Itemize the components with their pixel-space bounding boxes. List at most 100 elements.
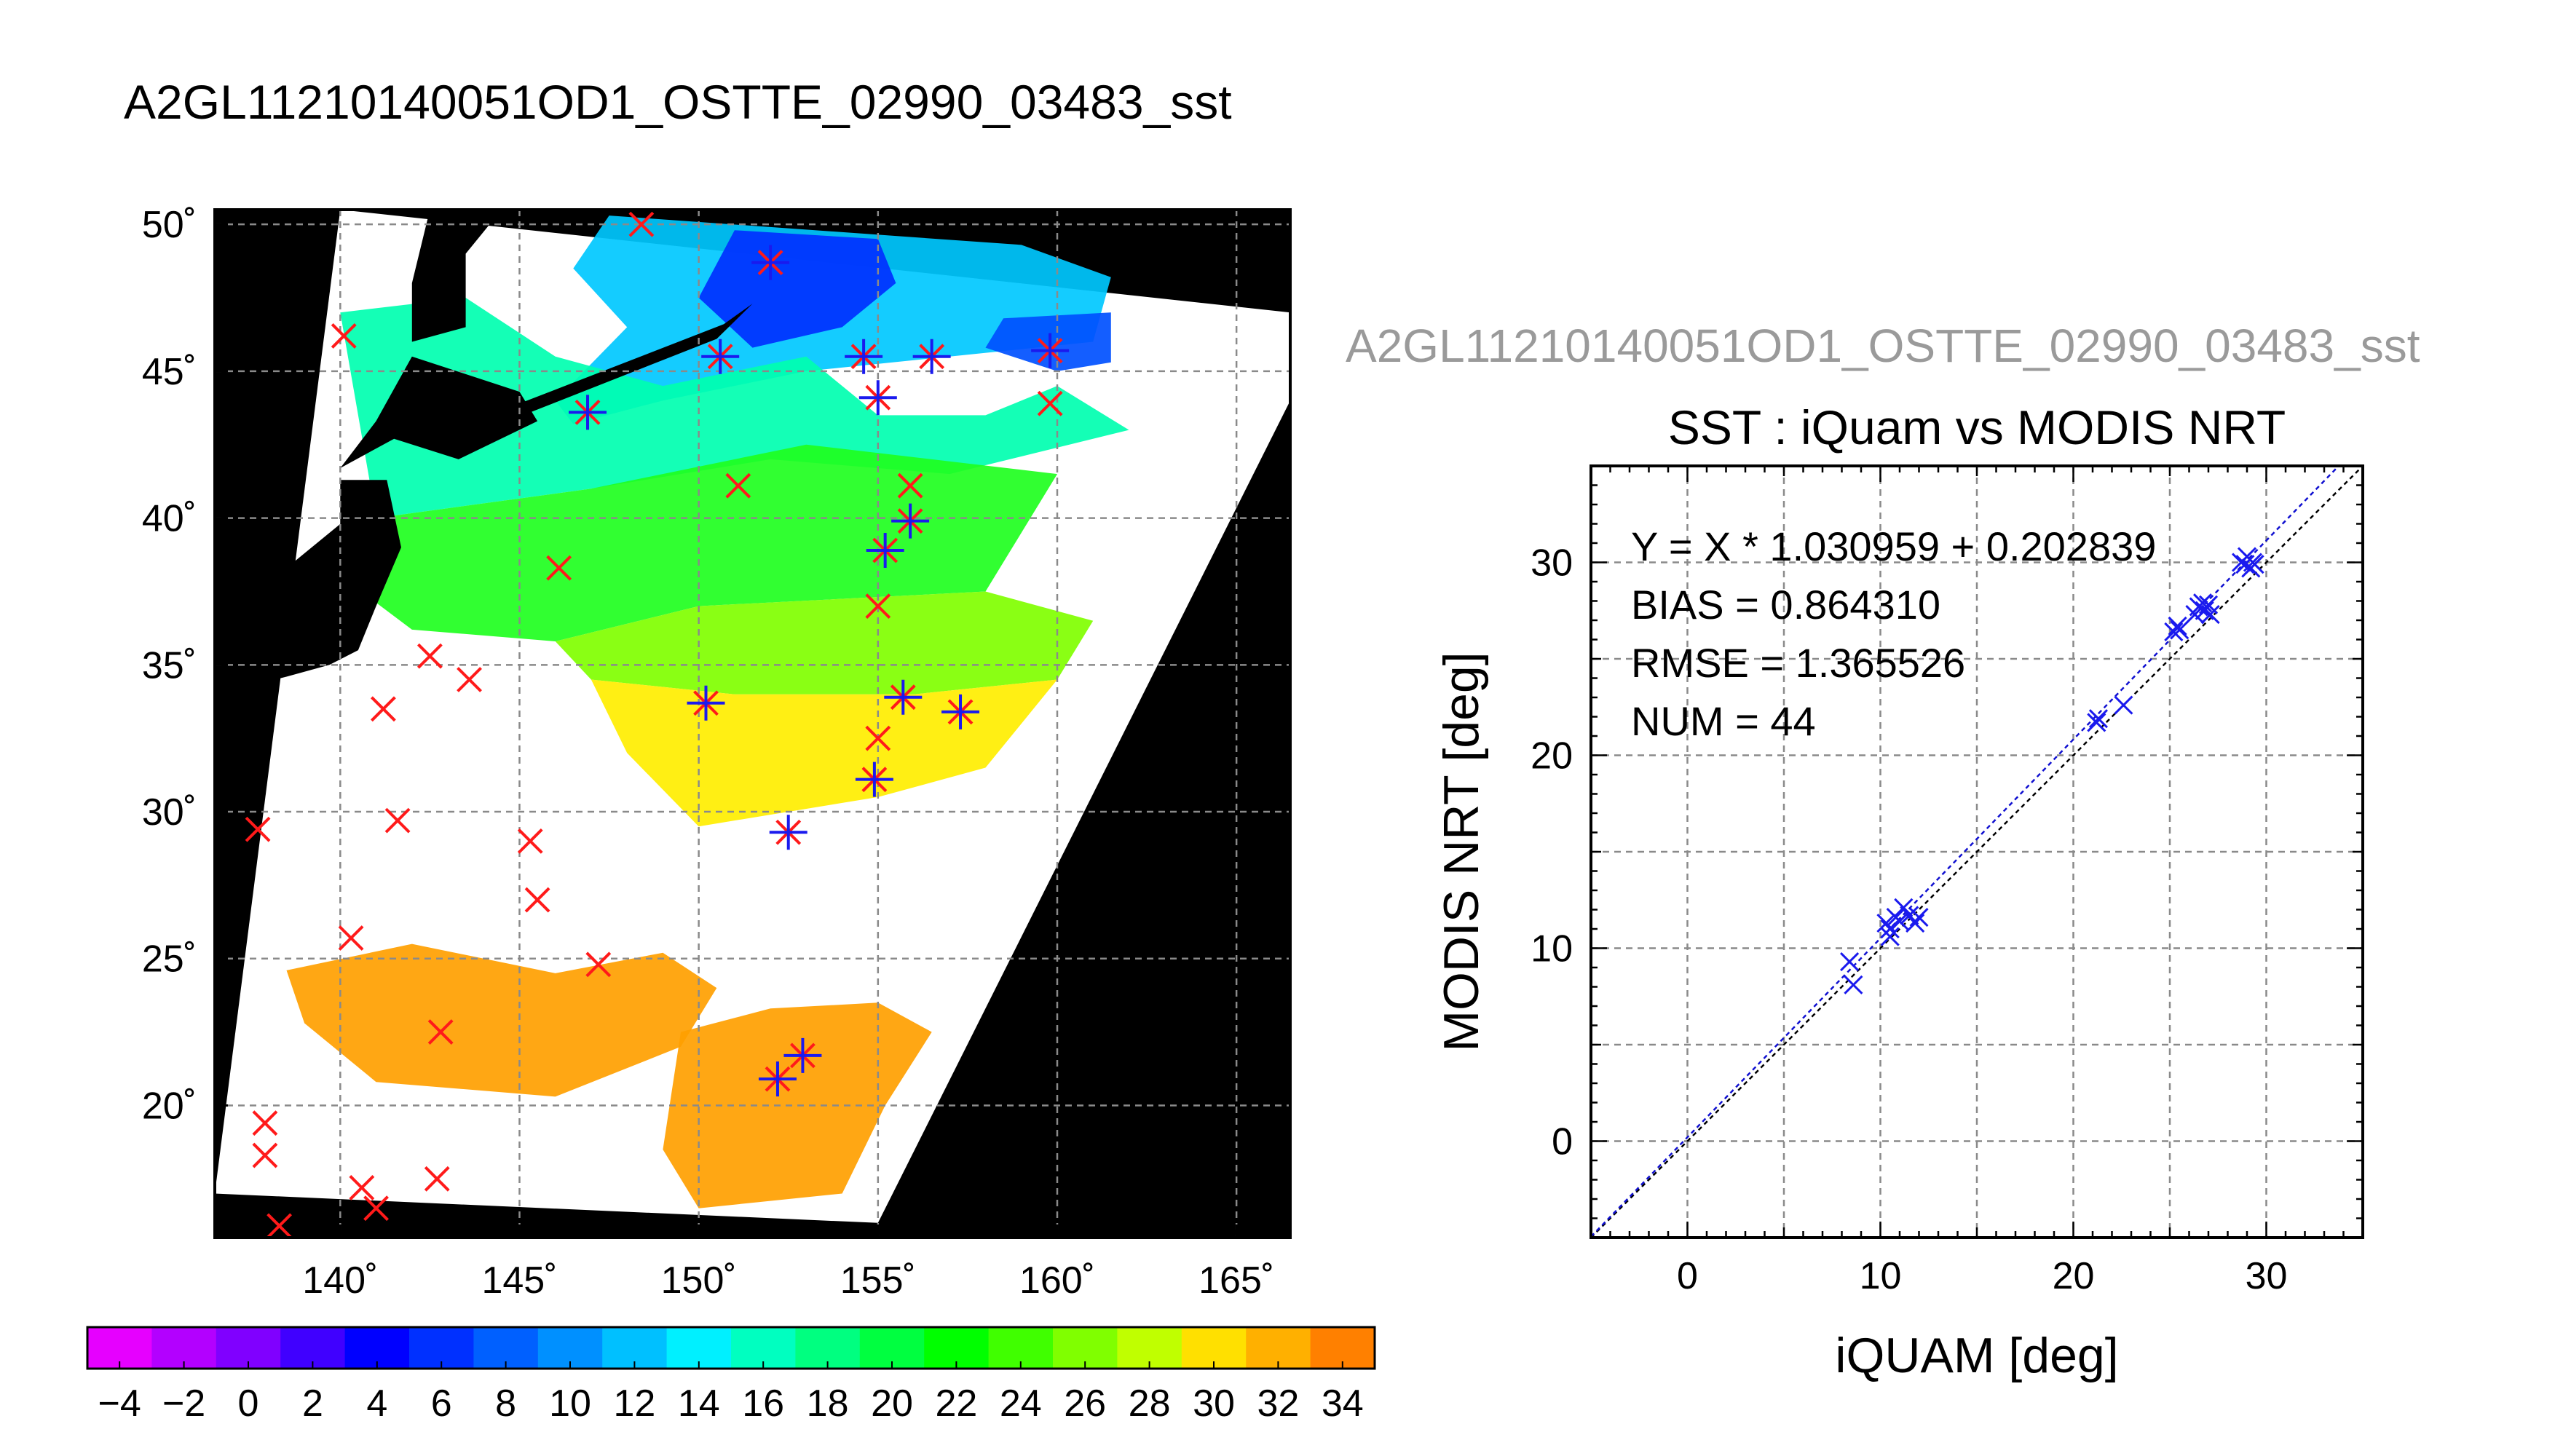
colorbar-tick-label: 30 — [1193, 1382, 1235, 1425]
matched-marker — [751, 245, 790, 280]
map-frame — [213, 208, 1292, 1239]
marker-stroke — [865, 725, 891, 751]
iquam-marker — [252, 1142, 278, 1168]
point-stroke — [1880, 919, 1900, 939]
matched-marker — [884, 679, 923, 715]
point-stroke — [1909, 908, 1929, 927]
land-hokkaido — [340, 356, 538, 468]
iquam-marker — [252, 1110, 278, 1136]
lon-tick-label: 155˚ — [840, 1259, 916, 1302]
land-honshu — [215, 480, 401, 695]
point-stroke — [2170, 620, 2189, 640]
colorbar-tick-label: 26 — [1064, 1382, 1106, 1425]
scatter-x-axis-label: iQUAM [deg] — [1835, 1328, 2118, 1383]
lat-tick-label: 40˚ — [142, 498, 197, 540]
colorbar-cells — [87, 1327, 1375, 1369]
colorbar-tick-label: 0 — [238, 1382, 259, 1425]
marker-stroke — [897, 472, 923, 499]
marker-stroke — [331, 323, 357, 349]
iquam-marker — [524, 887, 550, 913]
iquam-marker — [427, 1019, 454, 1045]
scatter-x-tick-label: 0 — [1677, 1255, 1698, 1297]
iquam-marker — [331, 323, 357, 349]
point-stroke — [1906, 913, 1925, 933]
matched-marker — [891, 503, 930, 539]
sst-region-1 — [698, 230, 896, 348]
sst-region-7 — [286, 943, 717, 1097]
marker-stroke — [363, 1195, 389, 1222]
scatter-point — [2170, 620, 2189, 640]
colorbar-tick-label: 14 — [678, 1382, 720, 1425]
sst-region-5 — [555, 591, 1094, 695]
point-stroke — [1876, 913, 1896, 933]
matched-marker — [912, 339, 951, 374]
iquam-marker — [1037, 390, 1063, 416]
colorbar-tick-label: 18 — [807, 1382, 849, 1425]
point-stroke — [2164, 622, 2184, 641]
matchup-markers — [245, 211, 1070, 1238]
colorbar-tick-label: 6 — [431, 1382, 452, 1425]
lat-tick-label: 50˚ — [142, 204, 197, 246]
colorbar-tick-label: 32 — [1257, 1382, 1299, 1425]
scatter-x-tick-label: 10 — [1860, 1255, 1902, 1297]
matched-marker — [783, 1037, 822, 1073]
scatter-y-tick-label: 10 — [1531, 928, 1573, 970]
marker-stroke — [245, 816, 271, 842]
matched-marker — [758, 1061, 797, 1097]
marker-stroke — [416, 643, 443, 669]
scatter-annotation: NUM = 44 — [1631, 698, 1816, 744]
scatter-point — [2245, 555, 2264, 574]
scatter-y-tick-label: 30 — [1531, 542, 1573, 585]
lat-tick-label: 30˚ — [142, 791, 197, 834]
scatter-point — [1894, 898, 1914, 917]
matched-marker — [769, 815, 807, 850]
matched-marker — [866, 532, 904, 568]
lat-labels: 50˚ 45˚ 40˚ 35˚ 30˚ 25˚ 20˚ — [142, 204, 197, 1127]
point-stroke — [1880, 927, 1900, 946]
colorbar-frame — [86, 1326, 1376, 1370]
scatter-plot: SST : iQuam vs MODIS NRT 0 10 20 30 0 10 20 30… — [1434, 400, 2364, 1383]
marker-stroke — [585, 951, 612, 978]
scatter-point — [1844, 975, 1863, 994]
colorbar-labels: −4 −2 0 2 4 6 8 10 12 14 16 18 20 22 24 26 28 30 32 34 — [98, 1361, 1364, 1425]
scatter-gridlines — [1591, 466, 2363, 1238]
matched-marker — [701, 339, 740, 374]
lon-labels: 140˚ 145˚ 150˚ 155˚ 160˚ 165˚ — [302, 1259, 1274, 1302]
marker-stroke — [370, 696, 396, 722]
marker-stroke — [252, 1142, 278, 1168]
colorbar-tick-label: 12 — [613, 1382, 655, 1425]
scatter-point — [1880, 919, 1900, 939]
sst-region-4 — [322, 444, 1057, 641]
scatter-point — [2235, 555, 2255, 574]
scatter-x-tick-label: 30 — [2246, 1255, 2288, 1297]
matched-marker — [845, 339, 883, 374]
land-sakhalin — [411, 210, 502, 342]
scatter-x-tick-labels: 0 10 20 30 — [1677, 1255, 2287, 1297]
marker-stroke — [349, 1175, 375, 1200]
colorbar-tick-label: −2 — [162, 1382, 205, 1425]
iquam-marker — [897, 472, 923, 499]
scatter-point — [1906, 913, 1925, 933]
point-stroke — [1894, 898, 1914, 917]
matched-marker — [858, 380, 897, 416]
scatter-annotation: BIAS = 0.864310 — [1631, 582, 1940, 628]
lat-tick-label: 45˚ — [142, 351, 197, 393]
scatter-ticks — [1590, 464, 2364, 1239]
lon-tick-label: 140˚ — [302, 1259, 378, 1302]
point-stroke — [2198, 595, 2219, 614]
iquam-marker — [585, 951, 612, 978]
point-stroke — [2088, 709, 2109, 729]
point-stroke — [2192, 593, 2213, 613]
colorbar-tick-label: 34 — [1322, 1382, 1364, 1425]
scatter-point — [2114, 695, 2133, 715]
marker-stroke — [457, 667, 482, 692]
iquam-marker — [546, 555, 572, 581]
iquam-marker — [865, 593, 891, 620]
scatter-point — [2168, 616, 2187, 636]
lat-tick-label: 20˚ — [142, 1085, 197, 1127]
scatter-point — [1909, 908, 1929, 927]
iquam-marker — [457, 667, 482, 692]
scatter-point — [2192, 593, 2213, 613]
lon-tick-label: 150˚ — [661, 1259, 737, 1302]
iquam-marker — [384, 807, 411, 834]
